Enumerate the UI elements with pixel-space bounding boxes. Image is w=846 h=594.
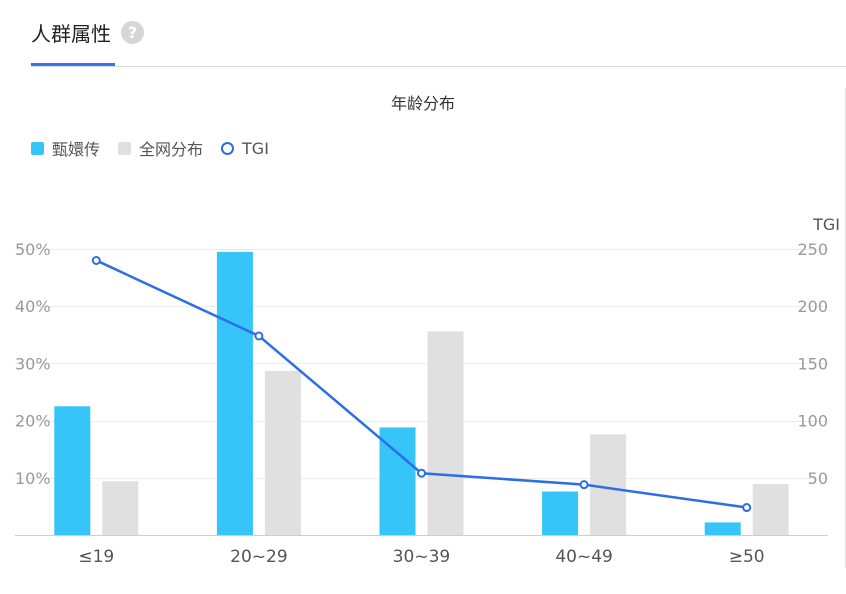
bar-brand (704, 522, 741, 535)
bar-brand (216, 251, 253, 536)
bar-overall (427, 331, 464, 535)
legend-item-brand[interactable]: 甄嬛传 (31, 136, 100, 160)
y-right-tick-label: 50 (808, 469, 828, 488)
legend-label-tgi: TGI (242, 138, 269, 158)
tgi-point (742, 503, 752, 513)
legend-swatch-overall (118, 141, 132, 155)
tgi-point (417, 468, 426, 478)
chart-title: 年龄分布 (390, 94, 455, 113)
tab-crowd-attributes[interactable]: 人群属性 (31, 22, 111, 46)
y-left-tick-label: 50% (15, 240, 51, 259)
bar-layer (54, 251, 789, 536)
x-tick-label: ≥50 (729, 547, 765, 567)
legend-label-overall: 全网分布 (139, 140, 204, 159)
legend-label-brand: 甄嬛传 (52, 140, 101, 159)
grid-layer (15, 249, 828, 536)
y-left-tick-label: 10% (15, 469, 51, 488)
y-left-tick-label: 20% (15, 412, 51, 431)
bar-brand (379, 427, 416, 535)
tgi-point (579, 480, 589, 490)
y-right-axis-title: TGI (812, 215, 840, 234)
chart-legend: 甄嬛传 全网分布 TGI (31, 137, 287, 159)
bar-overall (264, 370, 301, 535)
legend-swatch-brand (31, 141, 44, 155)
active-tab-indicator (31, 63, 115, 66)
bar-brand (54, 406, 91, 535)
x-tick-label: 30~39 (393, 547, 451, 567)
tab-divider (31, 66, 846, 67)
line-layer (91, 255, 752, 513)
help-icon[interactable]: ? (121, 21, 144, 44)
bar-overall (102, 481, 139, 535)
y-left-tick-label: 30% (15, 354, 51, 373)
legend-item-tgi[interactable]: TGI (221, 139, 269, 158)
tab-bar: 人群属性 ? (0, 0, 846, 68)
y-right-tick-label: 250 (797, 240, 828, 259)
x-tick-label: ≤19 (78, 547, 114, 567)
y-right-tick-label: 100 (797, 412, 828, 431)
axis-layer: 10% 20% 30% 40% 50% 50 100 150 200 250 TGI ≤19 20~29… (15, 215, 840, 567)
bar-overall (752, 484, 789, 535)
tgi-point (91, 255, 101, 265)
y-right-tick-label: 200 (797, 297, 828, 316)
x-tick-label: 40~49 (555, 547, 613, 567)
y-left-tick-label: 40% (15, 297, 51, 316)
tgi-point (254, 331, 264, 341)
legend-item-overall[interactable]: 全网分布 (118, 136, 203, 160)
tgi-line (95, 259, 747, 509)
bar-brand (542, 491, 579, 535)
bar-overall (590, 434, 627, 535)
legend-marker-tgi (221, 141, 235, 155)
y-right-tick-label: 150 (797, 354, 828, 373)
x-tick-label: 20~29 (230, 547, 288, 567)
